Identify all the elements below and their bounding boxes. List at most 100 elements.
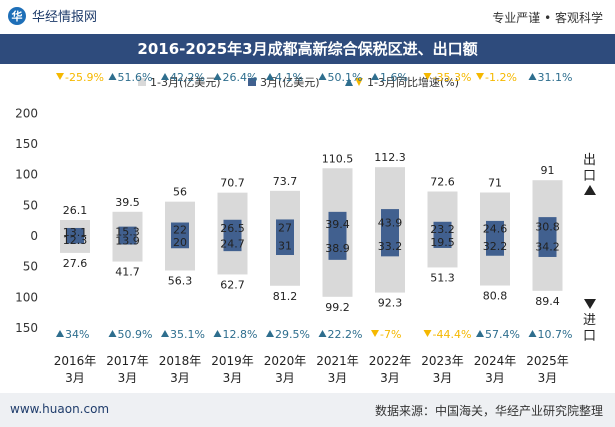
y-tick-label: 50 [23, 198, 38, 212]
growth-label-export: 50.1% [328, 71, 363, 84]
data-label-export-monthly: 26.5 [220, 222, 245, 235]
legend-label-growth: 1-3月同比增速(%) [367, 75, 459, 89]
footer: www.huaon.com 数据来源：中国海关，华经产业研究院整理 [0, 393, 615, 427]
growth-export-up-icon [108, 73, 117, 80]
x-tick-label: 3月 [328, 371, 348, 385]
brand-name: 华经情报网 [32, 10, 98, 25]
data-label-export-cumulative: 73.7 [273, 175, 298, 188]
bar-export-monthly [381, 209, 399, 236]
x-tick-label: 3月 [433, 371, 453, 385]
y-tick-label: 100 [15, 168, 38, 182]
growth-import-up-icon [161, 330, 169, 337]
side-label-import-char: 口 [583, 329, 596, 344]
bar-import-monthly [381, 236, 399, 257]
legend-swatch-cumulative [138, 78, 146, 86]
growth-import-down-icon [423, 330, 432, 337]
x-tick-label: 3月 [65, 371, 85, 385]
chart-title: 2016-2025年3月成都高新综合保税区进、出口额 [0, 34, 615, 64]
data-label-export-monthly: 22 [173, 223, 187, 236]
growth-label-import: 50.9% [118, 328, 153, 341]
data-label-import-cumulative: 80.8 [483, 290, 508, 303]
growth-export-up-icon [161, 73, 169, 80]
x-tick-label: 3月 [223, 371, 243, 385]
data-label-import-monthly: 38.9 [325, 242, 350, 255]
growth-label-export: 51.6% [118, 71, 153, 84]
x-tick-label: 2019年 [211, 354, 254, 368]
x-tick-label: 2018年 [159, 354, 202, 368]
data-label-import-monthly: 31 [278, 240, 292, 253]
website-link[interactable]: www.huaon.com [10, 402, 110, 416]
growth-label-export: 26.4% [223, 71, 258, 84]
data-label-import-cumulative: 99.2 [325, 301, 350, 314]
data-label-import-cumulative: 89.4 [535, 295, 560, 308]
data-label-import-monthly: 34.2 [535, 240, 560, 253]
growth-label-export: 4.1% [275, 71, 303, 84]
side-label-import-char: 进 [583, 313, 596, 328]
data-label-export-monthly: 24.6 [483, 222, 508, 235]
growth-export-up-icon [528, 73, 537, 80]
side-label-export-char: 出 [583, 153, 596, 168]
bar-export-monthly [433, 221, 452, 236]
legend-label-monthly: 3月(亿美元) [260, 76, 320, 89]
growth-import-up-icon [108, 330, 117, 337]
growth-label-import: 10.7% [538, 328, 573, 341]
data-label-import-monthly: 32.2 [483, 240, 508, 253]
legend-growth-down-icon [355, 78, 363, 86]
growth-import-up-icon [318, 330, 327, 337]
slogan: 专业严谨 • 客观科学 [492, 11, 603, 25]
y-tick-label: 100 [15, 290, 38, 304]
data-label-export-monthly: 30.8 [535, 221, 560, 234]
bar-export-monthly [328, 211, 347, 236]
bar-export-monthly [276, 219, 294, 236]
import-arrow-down-icon [584, 299, 596, 309]
y-tick-label: 150 [15, 321, 38, 335]
data-label-import-cumulative: 56.3 [168, 275, 193, 288]
data-label-export-monthly: 39.4 [325, 218, 350, 231]
data-label-import-monthly: 19.5 [430, 236, 455, 249]
bar-import-monthly [66, 236, 84, 244]
bar-import-monthly [538, 236, 557, 257]
data-label-import-cumulative: 81.2 [273, 290, 298, 303]
y-tick-label: 150 [15, 137, 38, 151]
growth-label-export: 42.2% [170, 71, 205, 84]
growth-export-up-icon [318, 73, 327, 80]
data-label-import-cumulative: 51.3 [430, 271, 455, 284]
growth-label-export: 31.1% [538, 71, 573, 84]
x-tick-label: 2017年 [106, 354, 149, 368]
brand-logo[interactable]: 华 华经情报网 [8, 6, 97, 25]
growth-export-down-icon [423, 73, 432, 80]
growth-export-up-icon [371, 73, 379, 80]
y-tick-label: 200 [15, 106, 38, 120]
data-label-export-monthly: 43.9 [378, 217, 403, 230]
growth-label-import: 22.2% [328, 328, 363, 341]
growth-label-export: -25.9% [65, 71, 104, 84]
growth-label-import: 29.5% [275, 328, 310, 341]
data-label-export-cumulative: 56 [173, 186, 187, 199]
growth-label-import: 12.8% [223, 328, 258, 341]
growth-import-up-icon [266, 330, 274, 337]
growth-import-up-icon [528, 330, 537, 337]
x-tick-label: 3月 [118, 371, 138, 385]
data-label-export-cumulative: 112.3 [374, 151, 406, 164]
growth-label-export: -35.3% [433, 71, 472, 84]
x-tick-label: 2023年 [421, 354, 464, 368]
growth-export-down-icon [56, 73, 64, 80]
bar-export-monthly [486, 220, 504, 236]
x-tick-label: 2021年 [316, 354, 359, 368]
x-tick-label: 3月 [485, 371, 505, 385]
bar-export-monthly [66, 227, 84, 236]
data-source: 数据来源：中国海关，华经产业研究院整理 [374, 404, 603, 418]
x-tick-label: 3月 [538, 371, 558, 385]
top-bar: 华 华经情报网 专业严谨 • 客观科学 [0, 0, 615, 34]
x-tick-label: 3月 [275, 371, 295, 385]
data-label-import-cumulative: 41.7 [115, 266, 140, 279]
data-label-export-monthly: 23.2 [430, 223, 455, 236]
growth-import-up-icon [476, 330, 484, 337]
x-tick-label: 2025年 [526, 354, 569, 368]
data-label-export-cumulative: 91 [541, 164, 555, 177]
data-label-export-monthly: 15.3 [115, 225, 140, 238]
growth-import-up-icon [213, 330, 222, 337]
bar-import-monthly [276, 236, 294, 256]
logo-icon: 华 [8, 6, 26, 25]
growth-import-up-icon [56, 330, 64, 337]
